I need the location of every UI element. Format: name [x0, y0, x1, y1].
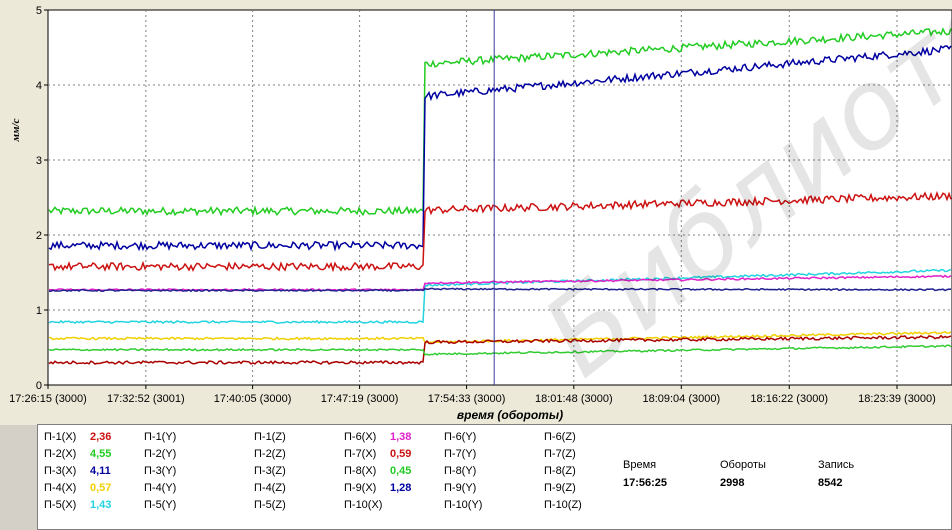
- y-tick-label: 2: [36, 230, 42, 242]
- revolutions-label: Обороты: [720, 459, 766, 471]
- x-tick-label: 17:26:15 (3000): [9, 393, 87, 405]
- plot-background: [47, 9, 952, 386]
- legend-channel-label: П-10(Z): [544, 499, 582, 511]
- legend-channel-label: П-9(Y): [444, 482, 477, 494]
- x-tick-label: 18:09:04 (3000): [642, 393, 720, 405]
- legend-channel-label: П-1(X): [44, 431, 77, 443]
- x-axis-ticks: 17:26:15 (3000) 17:32:52 (3001) 17:40:05 (…: [9, 385, 936, 405]
- x-tick-label: 17:54:33 (3000): [428, 393, 506, 405]
- legend-channel-value: 4,55: [90, 448, 112, 460]
- y-tick-label: 0: [36, 380, 42, 392]
- y-tick-label: 1: [36, 305, 42, 317]
- x-axis-label: время (обороты): [456, 408, 564, 422]
- legend-channel-label: П-3(Z): [254, 465, 286, 477]
- legend-channel-label: П-8(Y): [444, 465, 477, 477]
- legend-channel-label: П-4(Y): [144, 482, 177, 494]
- revolutions-value: 2998: [720, 477, 745, 489]
- time-value: 17:56:25: [623, 477, 668, 489]
- legend-channel-label: П-4(Z): [254, 482, 286, 494]
- legend-channel-label: П-2(Z): [254, 448, 286, 460]
- series-line: [48, 344, 952, 356]
- legend-channel-value: 4,11: [90, 465, 111, 477]
- legend-channel-label: П-10(Y): [444, 499, 483, 511]
- x-tick-label: 17:32:52 (3001): [107, 393, 185, 405]
- legend-channel-label: П-4(X): [44, 482, 77, 494]
- legend-channel-label: П-5(Y): [144, 499, 177, 511]
- grid: [48, 10, 952, 385]
- legend-channel-value: 1,43: [90, 499, 112, 511]
- legend-channel-label: П-5(Z): [254, 499, 286, 511]
- legend-channel-value: 0,57: [90, 482, 112, 494]
- legend-channel-label: П-6(Y): [444, 431, 477, 443]
- legend-channel-label: П-9(Z): [544, 482, 576, 494]
- legend-channel-label: П-8(X): [344, 465, 377, 477]
- x-tick-label: 17:47:19 (3000): [321, 393, 399, 405]
- legend-channel-label: П-3(Y): [144, 465, 177, 477]
- x-tick-label: 17:40:05 (3000): [214, 393, 292, 405]
- legend-channel-label: П-5(X): [44, 499, 77, 511]
- series-line: [49, 287, 952, 293]
- legend-channel-label: П-6(X): [344, 431, 377, 443]
- series-line: [48, 334, 952, 365]
- record-value: 8542: [818, 477, 843, 489]
- x-tick-label: 18:16:22 (3000): [750, 393, 828, 405]
- y-tick-label: 3: [36, 155, 42, 167]
- legend-channel-label: П-2(X): [44, 448, 77, 460]
- y-tick-label: 4: [36, 80, 42, 92]
- y-axis-ticks: 0 1 2 3 4 5: [36, 5, 48, 392]
- series-line: [48, 190, 952, 273]
- legend-channel-label: П-9(X): [344, 482, 377, 494]
- legend-channel-label: П-2(Y): [144, 448, 177, 460]
- legend-channel-label: П-7(Y): [444, 448, 477, 460]
- series-line: [48, 27, 952, 217]
- legend-channel-value: 0,59: [390, 448, 412, 460]
- legend-channel-label: П-6(Z): [544, 431, 576, 443]
- legend-channel-label: П-8(Z): [544, 465, 576, 477]
- legend-channel-value: 2,36: [90, 431, 112, 443]
- legend-channel-label: П-7(Z): [544, 448, 576, 460]
- legend-channel-label: П-10(X): [344, 499, 383, 511]
- series-line: [48, 45, 952, 252]
- record-label: Запись: [818, 459, 855, 471]
- x-tick-label: 18:01:48 (3000): [535, 393, 613, 405]
- legend-channel-value: 1,38: [390, 431, 412, 443]
- y-axis-label: мм/с: [10, 118, 22, 142]
- legend-channel-label: П-3(X): [44, 465, 77, 477]
- series-lines: [48, 27, 952, 365]
- legend-channel-label: П-1(Z): [254, 431, 286, 443]
- legend-channel-value: 0,45: [390, 465, 412, 477]
- y-tick-label: 5: [36, 5, 42, 17]
- legend-panel: П-1(X) 2,36 П-1(Y) П-1(Z) П-6(X) 1,38 П-6(Y) П-…: [37, 424, 952, 530]
- x-tick-label: 18:23:39 (3000): [858, 393, 936, 405]
- time-label: Время: [623, 459, 657, 471]
- legend-channel-label: П-7(X): [344, 448, 377, 460]
- legend-channel-label: П-1(Y): [144, 431, 177, 443]
- legend-channel-value: 1,28: [390, 482, 412, 494]
